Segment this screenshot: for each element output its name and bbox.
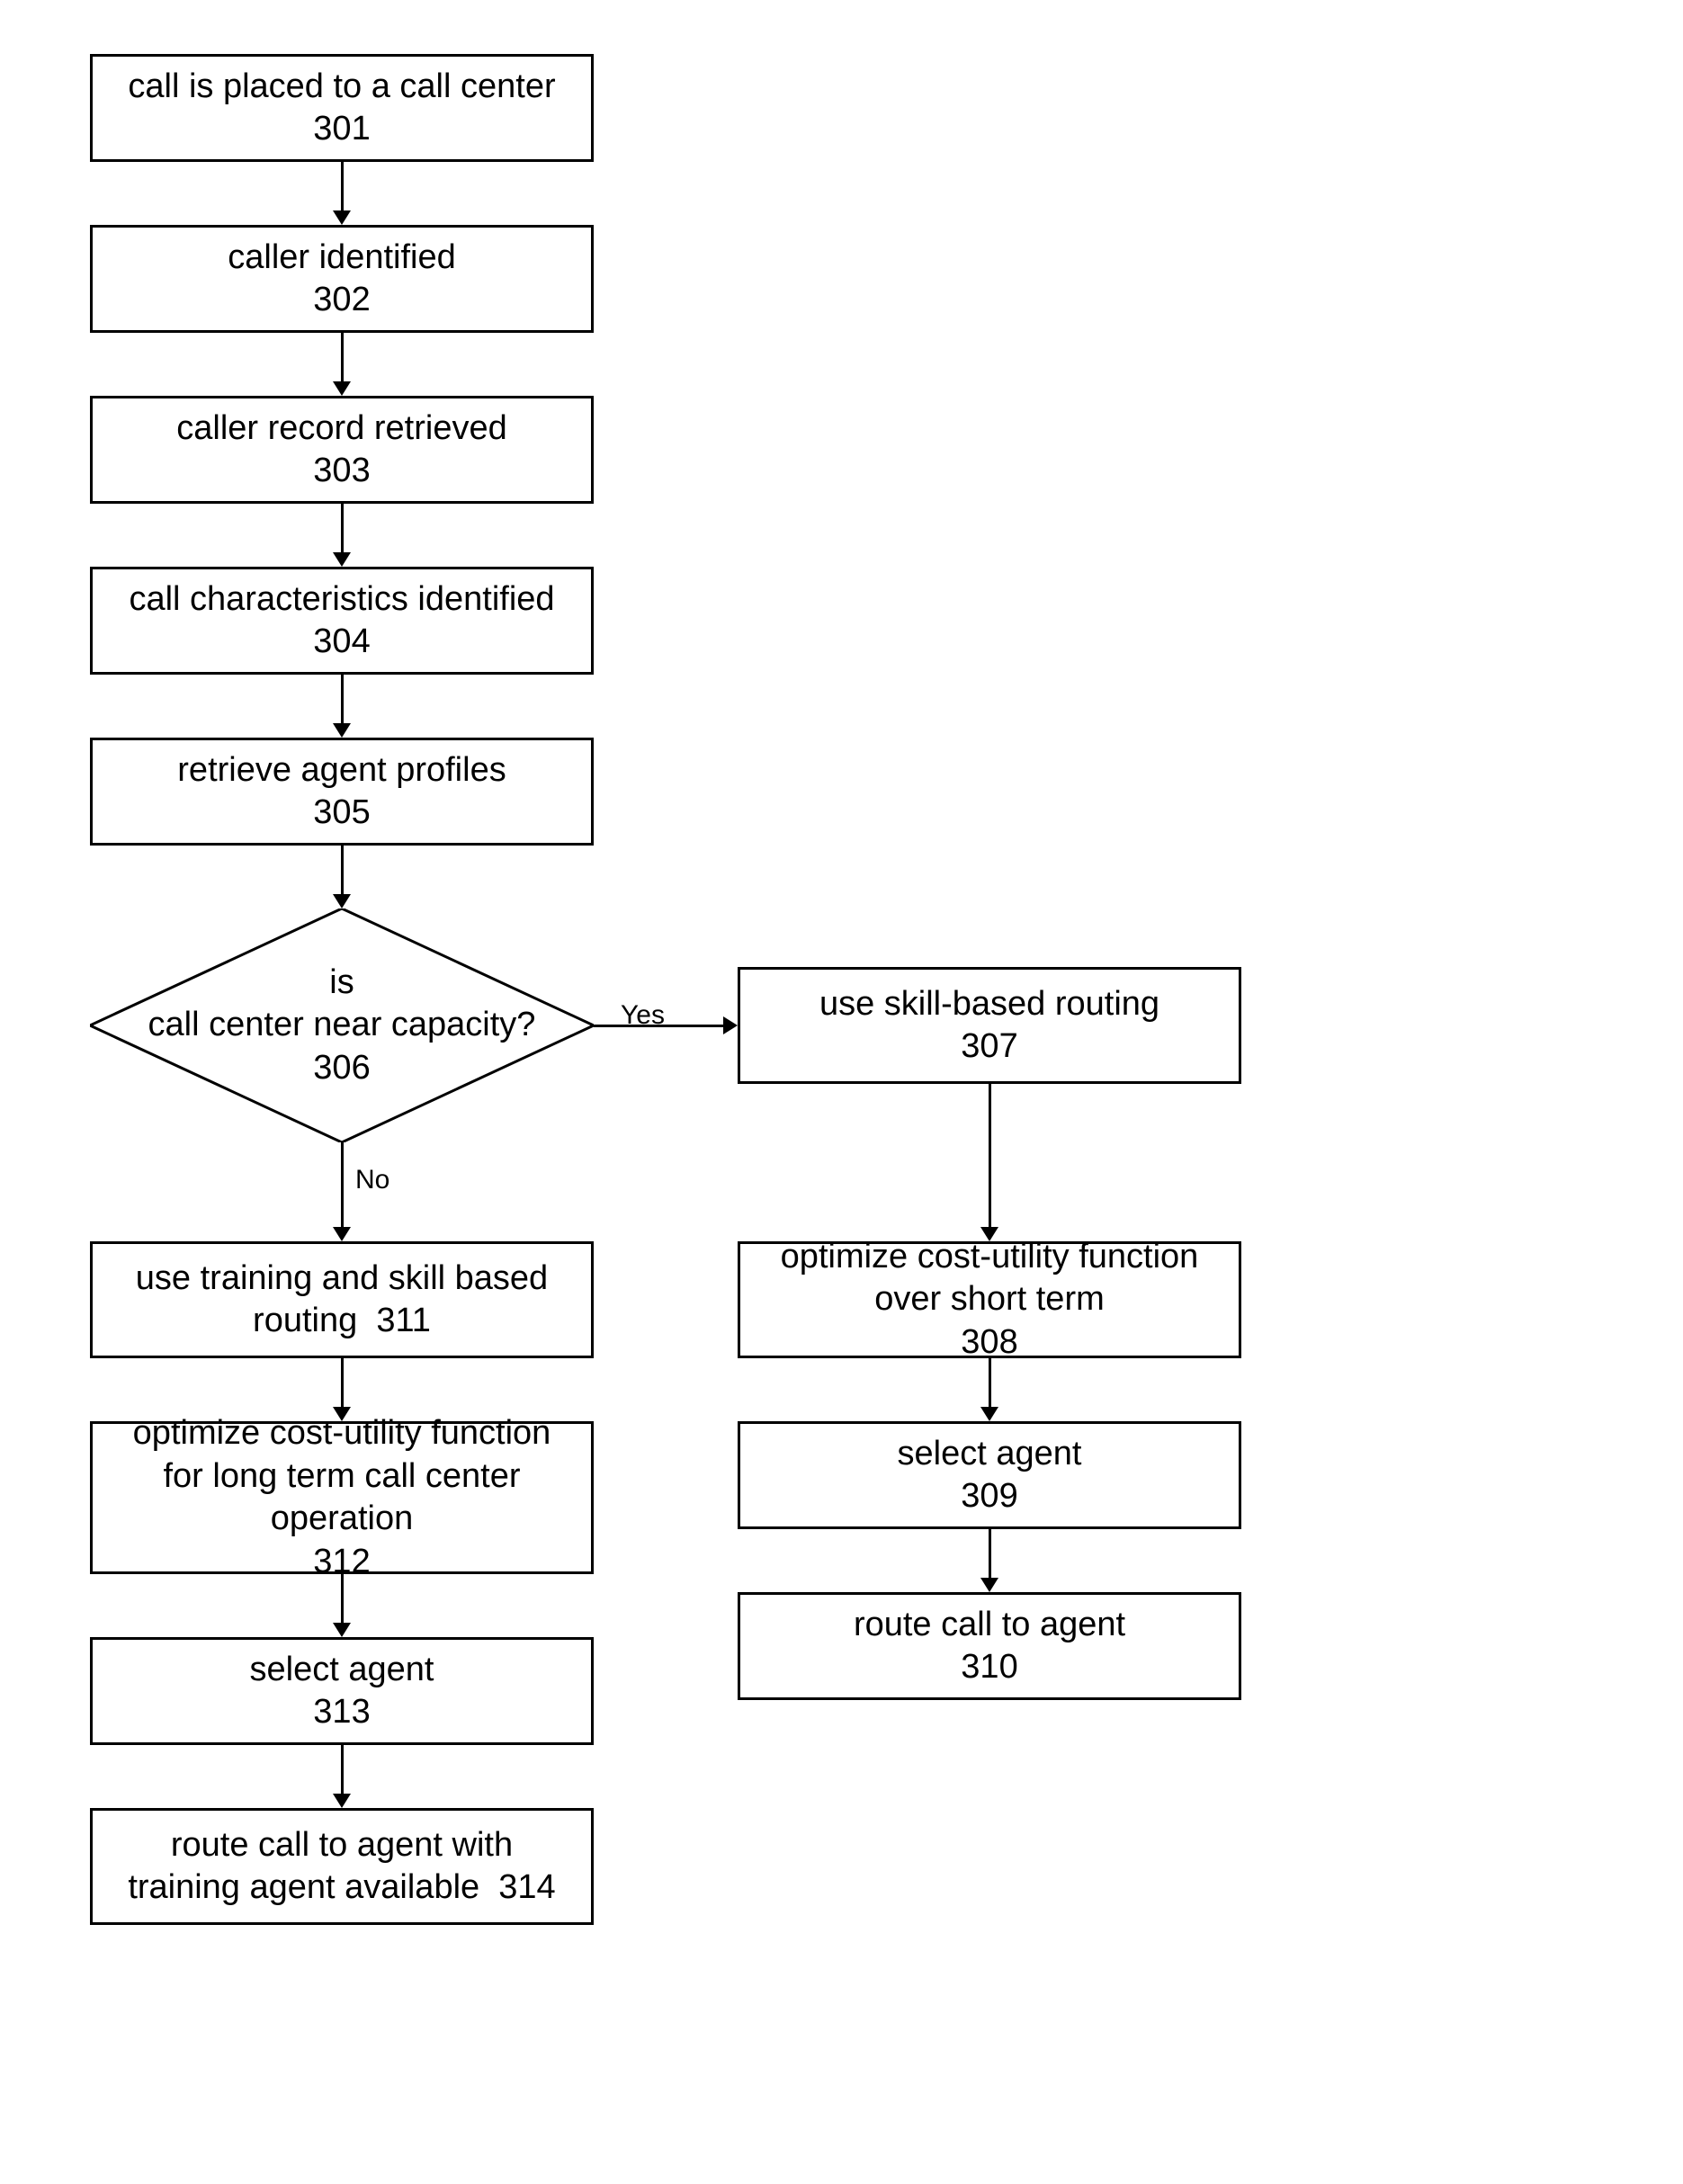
edge-label-no: No bbox=[355, 1165, 389, 1195]
decision-ref: 306 bbox=[313, 1047, 370, 1090]
node-ref: 309 bbox=[961, 1475, 1017, 1518]
node-text: caller record retrieved bbox=[176, 407, 506, 451]
node-text: route call to agent bbox=[854, 1604, 1125, 1647]
flowchart-node-304: call characteristics identified304 bbox=[90, 567, 594, 675]
node-text: route call to agent with training agent … bbox=[111, 1824, 573, 1910]
flowchart-node-312: optimize cost-utility function for long … bbox=[90, 1421, 594, 1574]
flowchart-node-310: route call to agent310 bbox=[738, 1592, 1241, 1700]
flowchart-canvas: call is placed to a call center301 caller… bbox=[0, 0, 1683, 2184]
node-text: select agent bbox=[898, 1433, 1082, 1476]
node-text: optimize cost-utility function for long … bbox=[111, 1412, 573, 1541]
node-text: caller identified bbox=[228, 237, 455, 280]
flowchart-node-313: select agent313 bbox=[90, 1637, 594, 1745]
node-text: use skill-based routing bbox=[819, 983, 1159, 1026]
node-ref: 310 bbox=[961, 1646, 1017, 1689]
node-text: call is placed to a call center bbox=[128, 66, 555, 109]
node-ref: 305 bbox=[313, 792, 370, 835]
node-ref: 307 bbox=[961, 1025, 1017, 1069]
node-text: select agent bbox=[250, 1649, 434, 1692]
node-text: optimize cost-utility function over shor… bbox=[758, 1236, 1221, 1321]
flowchart-node-309: select agent309 bbox=[738, 1421, 1241, 1529]
flowchart-node-311: use training and skill based routing 311 bbox=[90, 1241, 594, 1358]
node-ref: 302 bbox=[313, 279, 370, 322]
decision-label: iscall center near capacity?306 bbox=[90, 909, 594, 1142]
flowchart-node-314: route call to agent with training agent … bbox=[90, 1808, 594, 1925]
flowchart-node-305: retrieve agent profiles305 bbox=[90, 738, 594, 846]
flowchart-decision-306: iscall center near capacity?306 bbox=[90, 909, 594, 1142]
edge-label-yes: Yes bbox=[621, 1000, 665, 1031]
node-ref: 303 bbox=[313, 450, 370, 493]
flowchart-node-303: caller record retrieved303 bbox=[90, 396, 594, 504]
decision-line1: is bbox=[329, 962, 354, 1005]
flowchart-node-308: optimize cost-utility function over shor… bbox=[738, 1241, 1241, 1358]
node-text: call characteristics identified bbox=[129, 578, 554, 622]
flowchart-node-301: call is placed to a call center301 bbox=[90, 54, 594, 162]
decision-line2: call center near capacity? bbox=[148, 1004, 536, 1047]
flowchart-node-307: use skill-based routing307 bbox=[738, 967, 1241, 1084]
node-ref: 313 bbox=[313, 1691, 370, 1734]
flowchart-node-302: caller identified302 bbox=[90, 225, 594, 333]
node-ref: 301 bbox=[313, 108, 370, 151]
node-text: retrieve agent profiles bbox=[177, 749, 506, 792]
node-text: use training and skill based routing 311 bbox=[111, 1258, 573, 1343]
node-ref: 304 bbox=[313, 621, 370, 664]
